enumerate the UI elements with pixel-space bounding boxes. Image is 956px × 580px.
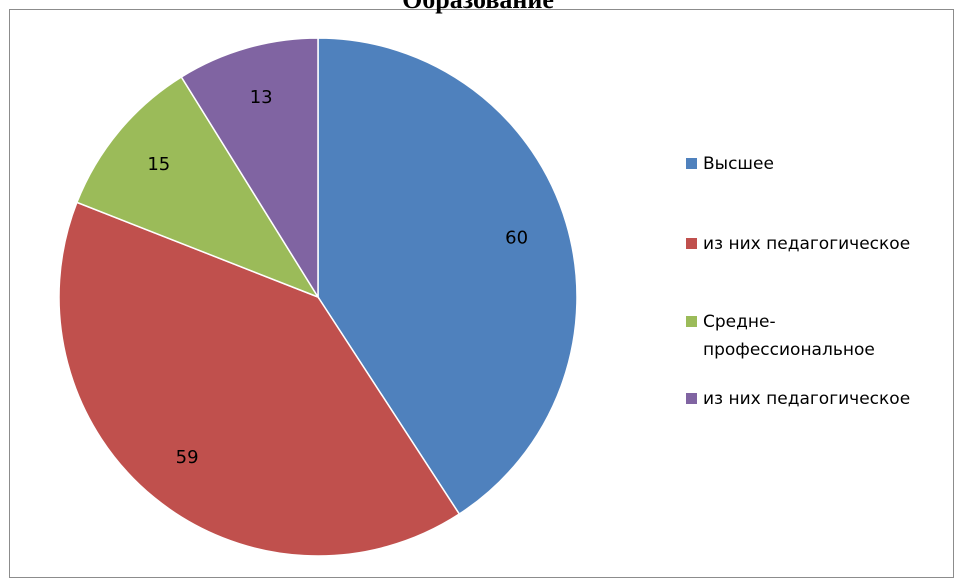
legend-item-vysshee: Высшее [686,150,943,178]
data-label: 60 [505,228,528,249]
pie-slice [75,75,320,299]
legend-item-pedagogicheskoe-2: из них педагогическое [686,385,943,413]
legend-swatch-green [686,316,697,327]
legend-item-sredne-professionalnoe: Средне-профессиональное [686,308,903,364]
data-label: 59 [176,447,199,468]
legend-swatch-blue [686,158,697,169]
legend-label: из них педагогическое [703,389,911,409]
legend-swatch-red [686,238,697,249]
legend-label: Средне-профессиональное [703,312,875,360]
pie-data-labels: 60 59 15 13 [147,87,528,468]
data-label: 15 [147,154,170,175]
pie-slice [317,37,578,516]
pie-slice [58,201,461,557]
legend-label: Высшее [703,154,774,174]
data-label: 13 [250,87,273,108]
legend-swatch-purple [686,393,697,404]
legend-label: из них педагогическое [703,234,911,254]
pie-slice [180,37,319,300]
legend-item-pedagogicheskoe-1: из них педагогическое [686,230,943,258]
pie-slices [58,37,578,557]
chart-title: Образование [0,0,956,15]
